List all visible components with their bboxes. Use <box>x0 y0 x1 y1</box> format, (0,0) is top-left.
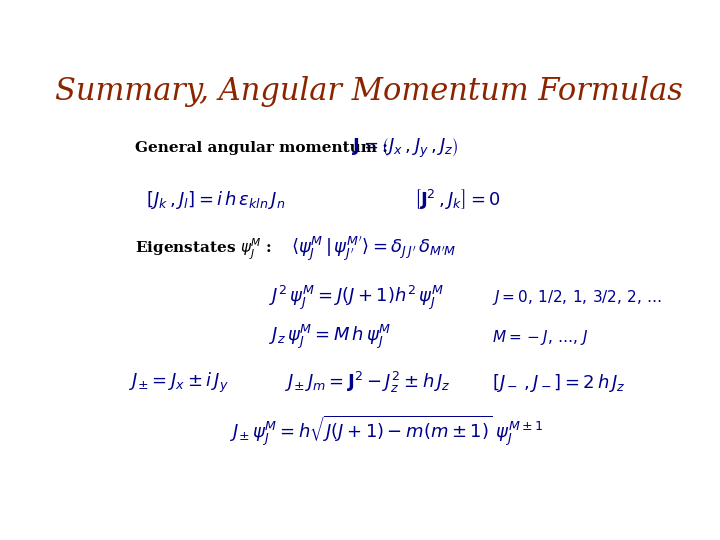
Text: $J= 0,\,1/2,\,1,\,3/2,\,2,\,\ldots$: $J= 0,\,1/2,\,1,\,3/2,\,2,\,\ldots$ <box>492 288 662 307</box>
Text: $M = -J,\,\ldots,\,J$: $M = -J,\,\ldots,\,J$ <box>492 328 589 347</box>
Text: $J_{\pm}\,\psi_J^M = h\sqrt{J(J+1) - m(m\pm 1)}\;\psi_J^{M\pm 1}$: $J_{\pm}\,\psi_J^M = h\sqrt{J(J+1) - m(m… <box>230 414 543 448</box>
Text: $\langle\psi_J^M\,|\,\psi_{J'}^{M'}\rangle = \delta_{J\,J'}\,\delta_{M'M}$: $\langle\psi_J^M\,|\,\psi_{J'}^{M'}\rang… <box>291 235 456 265</box>
Text: $J^2\,\psi_J^M = J\left(J+1\right)h^2\,\psi_J^M$: $J^2\,\psi_J^M = J\left(J+1\right)h^2\,\… <box>269 284 444 312</box>
Text: $\left[\mathbf{J}^2\,,J_k\right] = 0$: $\left[\mathbf{J}^2\,,J_k\right] = 0$ <box>413 188 500 212</box>
Text: Summary, Angular Momentum Formulas: Summary, Angular Momentum Formulas <box>55 76 683 107</box>
Text: $J_{\pm} = J_x \pm i\,J_y$: $J_{\pm} = J_x \pm i\,J_y$ <box>129 371 229 395</box>
Text: General angular momentum :: General angular momentum : <box>135 141 387 155</box>
Text: Eigenstates $\psi_J^M$ :: Eigenstates $\psi_J^M$ : <box>135 237 271 262</box>
Text: $J_z\,\psi_J^M = M\,h\,\psi_J^M$: $J_z\,\psi_J^M = M\,h\,\psi_J^M$ <box>269 323 391 352</box>
Text: $J_{\pm}\,J_m = \mathbf{J}^2 - J_z^2 \pm h\,J_z$: $J_{\pm}\,J_m = \mathbf{J}^2 - J_z^2 \pm… <box>285 370 451 395</box>
Text: $\left[J_k\,,J_l\right] = i\,h\,\varepsilon_{kln}\,J_n$: $\left[J_k\,,J_l\right] = i\,h\,\varepsi… <box>145 189 285 211</box>
Text: $\left[J_-\,,J_-\right] = 2\,h\,J_z$: $\left[J_-\,,J_-\right] = 2\,h\,J_z$ <box>492 372 626 394</box>
Text: $\mathbf{J} = \left(J_x\,,J_y\,,J_z\right)$: $\mathbf{J} = \left(J_x\,,J_y\,,J_z\righ… <box>352 136 459 160</box>
